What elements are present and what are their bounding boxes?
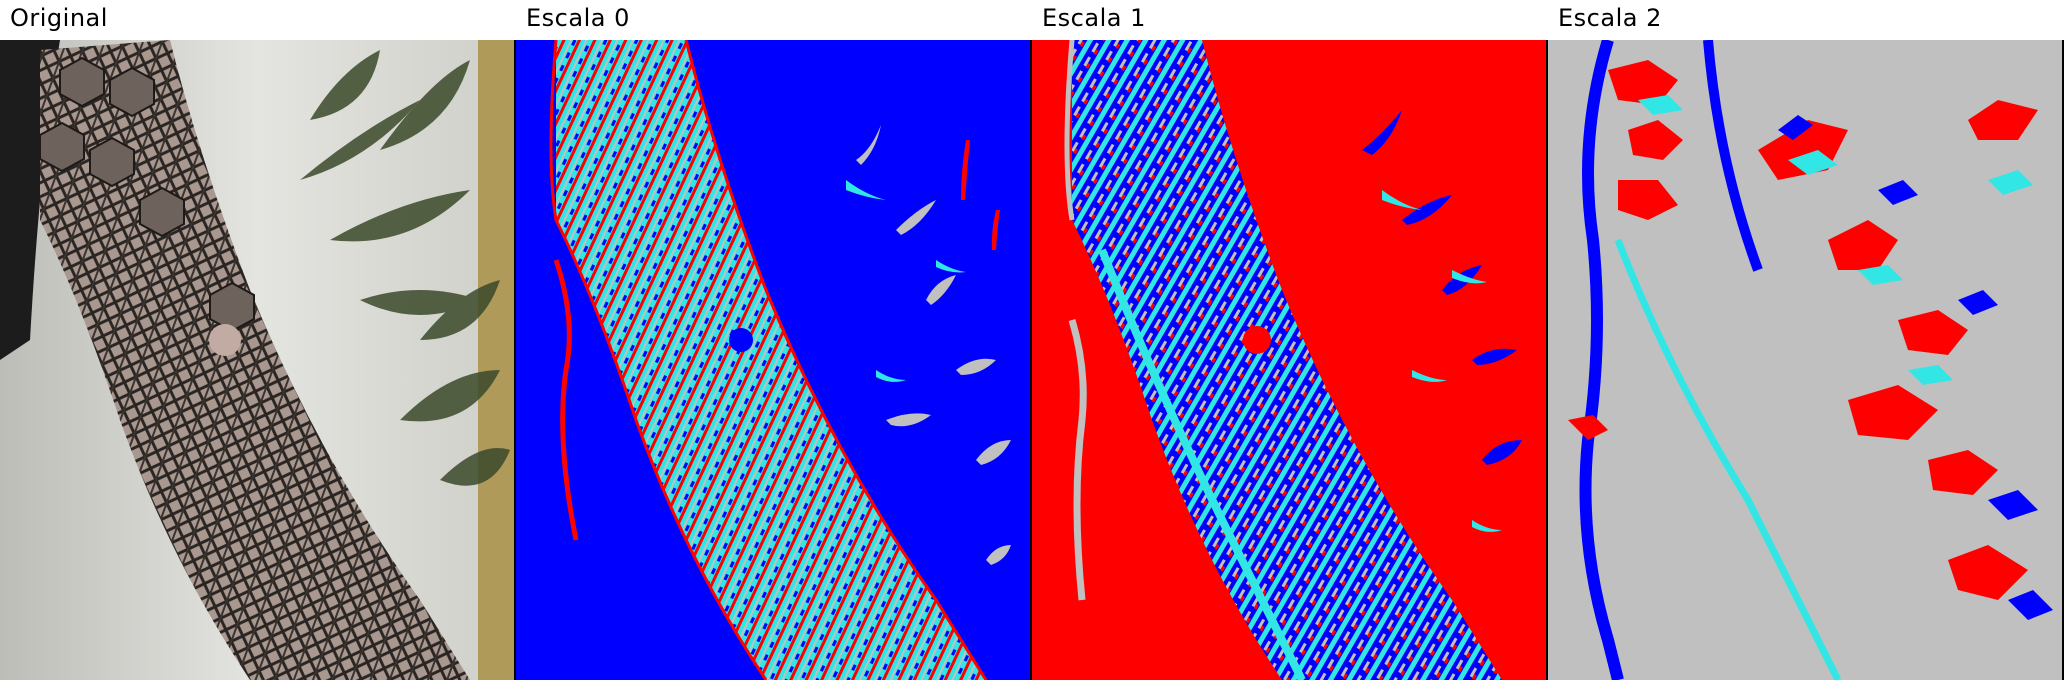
scale-2-segmentation	[1548, 40, 2064, 680]
panel-escala-1: Escala 1	[1032, 0, 1548, 680]
panel-title: Original	[10, 4, 108, 32]
panel-original: Original	[0, 0, 516, 680]
scale-0-segmentation	[516, 40, 1032, 680]
panel-title: Escala 2	[1558, 4, 1662, 32]
panel-title: Escala 0	[526, 4, 630, 32]
escala-0-map	[516, 40, 1032, 680]
escala-1-map	[1032, 40, 1548, 680]
original-photo	[0, 40, 516, 680]
tattoo-arm-photo	[0, 40, 516, 680]
escala-2-map	[1548, 40, 2064, 680]
panel-escala-0: Escala 0	[516, 0, 1032, 680]
panel-title: Escala 1	[1042, 4, 1146, 32]
panel-divider	[514, 40, 516, 680]
scale-1-segmentation	[1032, 40, 1548, 680]
panel-escala-2: Escala 2	[1548, 0, 2064, 680]
panel-divider	[1030, 40, 1032, 680]
panel-divider	[1546, 40, 1548, 680]
